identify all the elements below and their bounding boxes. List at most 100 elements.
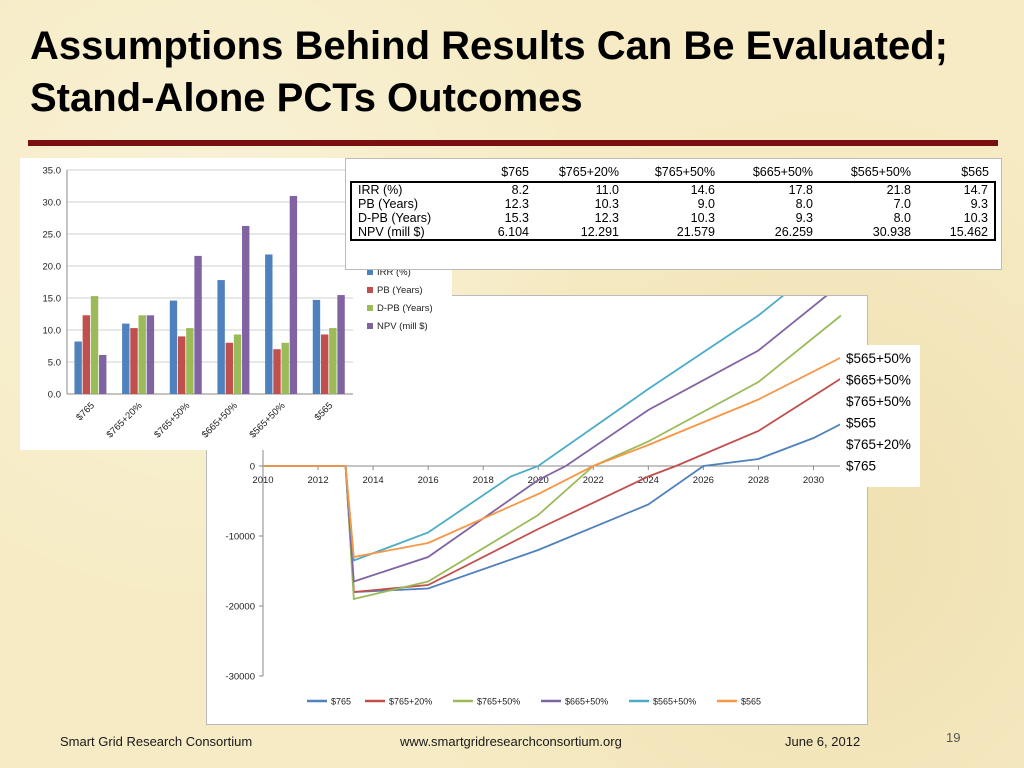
bar-category-label: $665+50% [200,400,240,440]
bar [337,295,345,394]
bar-category-label: $565 [313,400,336,423]
bar [225,342,234,394]
title-divider [28,140,998,146]
bar [273,349,281,394]
table-cell: 8.0 [893,211,911,225]
bar [74,341,82,394]
line-chart-side-label: $565 [846,416,876,431]
bar-y-tick-label: 20.0 [43,262,62,273]
line-legend-label: $565+50% [653,697,696,707]
line-x-tick-label: 2028 [748,475,769,486]
line-x-tick-label: 2012 [307,475,328,486]
table-cell: 10.3 [594,197,619,211]
table-row: IRR (%) 8.2 11.0 14.6 17.8 21.8 14.7 [351,182,995,197]
table-row: NPV (mill $) 6.104 12.291 21.579 26.259 … [351,225,995,240]
footer-organization: Smart Grid Research Consortium [60,734,253,749]
table-cell: 21.579 [676,225,715,239]
bar [130,328,138,394]
table-cell: 9.0 [697,197,715,211]
bar [177,336,186,394]
line-y-tick-label: -20000 [225,602,255,613]
bar-y-tick-label: 15.0 [43,294,62,305]
page-number: 19 [946,730,961,745]
bar-legend-swatch [367,269,373,275]
bar-category-label: $765+20% [105,400,145,440]
results-table: $765 $765+20% $765+50% $665+50% $565+50%… [350,163,996,241]
table-cell: 21.8 [886,183,911,197]
line-legend-label: $765 [331,697,351,707]
line-legend-label: $765+20% [389,697,432,707]
bar-legend-swatch [367,323,373,329]
bar-category-label: $565+50% [248,400,288,440]
line-chart-side-label: $765 [846,459,876,474]
line-y-tick-label: -10000 [225,532,255,543]
line-x-tick-label: 2030 [803,475,824,486]
table-cell: 9.3 [795,211,813,225]
bar [289,195,298,394]
line-legend-label: $765+50% [477,697,520,707]
table-cell: 9.3 [970,197,988,211]
line-y-tick-label: -30000 [225,672,255,683]
bar-y-tick-label: 10.0 [43,326,62,337]
results-bar-chart: 35.0 30.0 25.0 20.0 15.0 10.0 5.0 0.0 $765 $765+2… [43,166,433,441]
bar-category-label: $765 [74,400,97,423]
footer-website: www.smartgridresearchconsortium.org [400,734,622,749]
side-labels-svg: $565+50% $665+50% $765+50% $565 $765+20% $765 [846,351,911,474]
table-cell: 15.462 [949,225,988,239]
bar [146,315,155,394]
table-cell: 14.7 [963,183,988,197]
slide-title: Assumptions Behind Results Can Be Evalua… [30,24,948,120]
table-header-row: $765 $765+20% $765+50% $665+50% $565+50%… [351,163,995,182]
bar-y-tick-label: 5.0 [48,358,61,369]
table-cell: 12.3 [594,211,619,225]
bar [242,225,250,394]
bar-y-tick-label: 30.0 [43,198,62,209]
bar-y-tick-label: 0.0 [48,390,61,401]
table-row: D-PB (Years) 15.3 12.3 10.3 9.3 8.0 10.3 [351,211,995,225]
bar [265,254,273,394]
table-cell: 17.8 [788,183,813,197]
bar [233,334,242,394]
footer-date: June 6, 2012 [785,734,861,749]
table-header-cell: $565+50% [850,165,911,179]
table-cell: 14.6 [690,183,715,197]
line-legend-label: $565 [741,697,761,707]
table-header-cell: $665+50% [752,165,813,179]
table-cell: 30.938 [872,225,911,239]
table-cell: 8.0 [795,197,813,211]
line-x-tick-label: 2010 [252,475,273,486]
bar-legend-label: IRR (%) [377,267,411,278]
table-row: PB (Years) 12.3 10.3 9.0 8.0 7.0 9.3 [351,197,995,211]
table-cell: 10.3 [963,211,988,225]
bar [99,354,107,394]
bar-y-tick-label: 25.0 [43,230,62,241]
row-label: NPV (mill $) [358,225,425,239]
bar [186,328,194,394]
table-header-cell: $765+20% [558,165,619,179]
bar [217,280,225,394]
line-x-tick-label: 2026 [693,475,714,486]
line-x-tick-label: 2022 [583,475,604,486]
row-label: IRR (%) [358,183,403,197]
table-cell: 11.0 [595,183,619,197]
line-chart-side-label: $665+50% [846,373,911,388]
bar-legend-label: PB (Years) [377,285,423,296]
table-header-cell: $565 [961,165,989,179]
bar-legend-swatch [367,287,373,293]
table-cell: 15.3 [504,211,529,225]
bar-category-label: $765+50% [152,400,192,440]
line-x-tick-label: 2016 [418,475,439,486]
line-y-tick-label: 0 [250,462,255,473]
bar-legend-swatch [367,305,373,311]
npv-line-chart: 100000-10000-20000-300002010201220142016… [225,248,842,707]
table-header-cell: $765 [501,165,529,179]
line-chart-side-label: $765+50% [846,394,911,409]
row-label: PB (Years) [358,197,418,211]
table-cell: 12.3 [504,197,529,211]
bar [281,342,289,394]
bar [122,323,130,394]
bar [312,299,321,394]
table-cell: 6.104 [497,225,529,239]
table-cell: 10.3 [690,211,715,225]
table-cell: 12.291 [580,225,619,239]
